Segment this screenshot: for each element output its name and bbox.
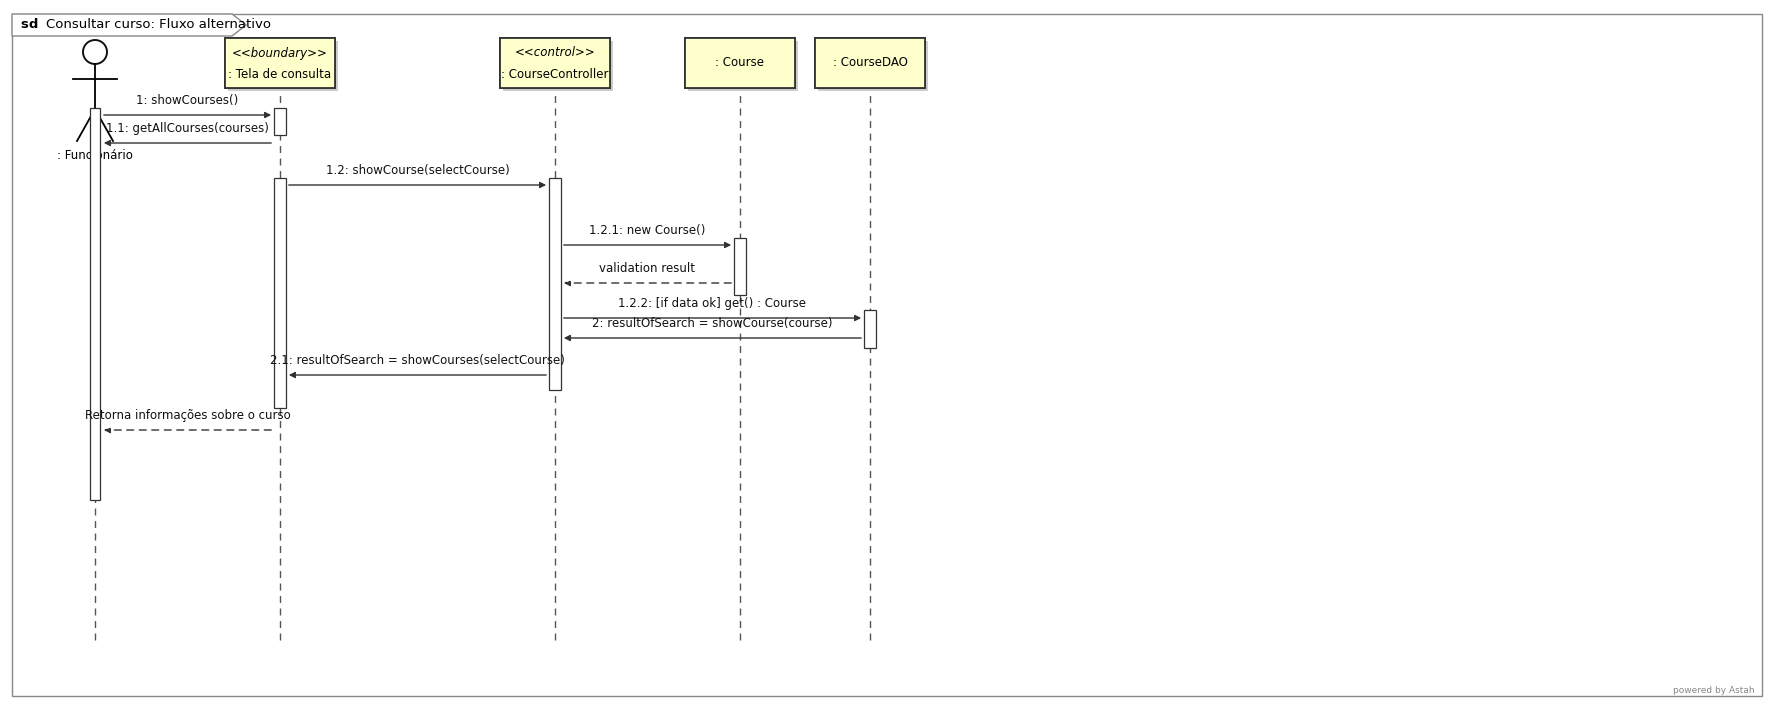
Text: <<boundary>>: <<boundary>> xyxy=(231,46,328,60)
Text: <<control>>: <<control>> xyxy=(514,46,595,60)
FancyBboxPatch shape xyxy=(274,108,287,135)
Text: 2.1: resultOfSearch = showCourses(selectCourse): 2.1: resultOfSearch = showCourses(select… xyxy=(271,354,564,367)
Text: 1: showCourses(): 1: showCourses() xyxy=(137,94,239,107)
FancyBboxPatch shape xyxy=(685,38,794,88)
Text: validation result: validation result xyxy=(600,262,696,275)
FancyBboxPatch shape xyxy=(228,41,338,91)
Text: : Funcionário: : Funcionário xyxy=(57,149,134,162)
FancyBboxPatch shape xyxy=(815,38,924,88)
Text: 1.2.1: new Course(): 1.2.1: new Course() xyxy=(589,224,705,237)
Text: : CourseDAO: : CourseDAO xyxy=(831,56,908,70)
FancyBboxPatch shape xyxy=(548,178,561,390)
Text: 1.2.2: [if data ok] get() : Course: 1.2.2: [if data ok] get() : Course xyxy=(618,297,806,310)
Text: 1.2: showCourse(selectCourse): 1.2: showCourse(selectCourse) xyxy=(326,164,509,177)
FancyBboxPatch shape xyxy=(500,38,611,88)
FancyBboxPatch shape xyxy=(817,41,927,91)
FancyBboxPatch shape xyxy=(733,238,746,295)
Text: 1.1: getAllCourses(courses): 1.1: getAllCourses(courses) xyxy=(107,122,269,135)
Text: : CourseController: : CourseController xyxy=(500,68,609,80)
FancyBboxPatch shape xyxy=(500,38,611,88)
Text: 2: resultOfSearch = showCourse(course): 2: resultOfSearch = showCourse(course) xyxy=(593,317,833,330)
FancyBboxPatch shape xyxy=(815,38,924,88)
FancyBboxPatch shape xyxy=(687,41,797,91)
Text: powered by Astah: powered by Astah xyxy=(1673,686,1753,695)
Polygon shape xyxy=(12,14,246,36)
FancyBboxPatch shape xyxy=(274,178,287,408)
Text: sd: sd xyxy=(21,19,43,31)
FancyBboxPatch shape xyxy=(502,41,612,91)
FancyBboxPatch shape xyxy=(224,38,335,88)
FancyBboxPatch shape xyxy=(224,38,335,88)
Text: Consultar curso: Fluxo alternativo: Consultar curso: Fluxo alternativo xyxy=(46,19,271,31)
Text: : Course: : Course xyxy=(716,56,764,70)
FancyBboxPatch shape xyxy=(863,310,876,348)
Text: Retorna informações sobre o curso: Retorna informações sobre o curso xyxy=(85,409,290,422)
FancyBboxPatch shape xyxy=(91,108,100,500)
FancyBboxPatch shape xyxy=(685,38,794,88)
Text: : Tela de consulta: : Tela de consulta xyxy=(228,68,331,80)
